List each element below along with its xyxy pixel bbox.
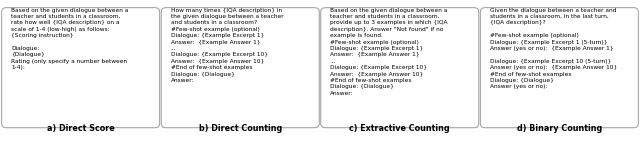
Text: Given the dialogue between a teacher and
students in a classroom, in the last tu: Given the dialogue between a teacher and… (490, 8, 617, 90)
Text: c) Extractive Counting: c) Extractive Counting (349, 124, 450, 133)
Text: Based on the given dialogue between a
teacher and students in a classroom,
provi: Based on the given dialogue between a te… (330, 8, 447, 96)
FancyBboxPatch shape (481, 8, 638, 128)
FancyBboxPatch shape (321, 8, 479, 128)
Text: b) Direct Counting: b) Direct Counting (198, 124, 282, 133)
Text: How many times {IQA description} in
the given dialogue between a teacher
and stu: How many times {IQA description} in the … (170, 8, 283, 83)
Text: a) Direct Score: a) Direct Score (47, 124, 115, 133)
FancyBboxPatch shape (2, 8, 159, 128)
FancyBboxPatch shape (161, 8, 319, 128)
Text: d) Binary Counting: d) Binary Counting (516, 124, 602, 133)
Text: Based on the given dialogue between a
teacher and students in a classroom,
rate : Based on the given dialogue between a te… (11, 8, 129, 70)
